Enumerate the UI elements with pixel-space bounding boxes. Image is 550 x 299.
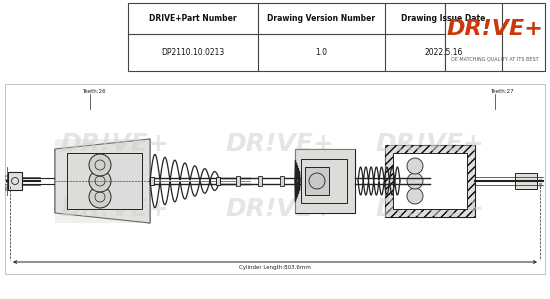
Bar <box>216 177 220 185</box>
Bar <box>258 176 262 186</box>
Bar <box>8 172 22 190</box>
Bar <box>305 167 329 195</box>
Text: Drawing Issue Date: Drawing Issue Date <box>402 14 486 23</box>
Text: DR!VE+: DR!VE+ <box>60 197 169 221</box>
Text: G1.5: G1.5 <box>540 176 544 186</box>
Bar <box>385 145 475 217</box>
Circle shape <box>89 186 111 208</box>
Bar <box>385 145 475 217</box>
Bar <box>295 149 355 213</box>
Circle shape <box>407 188 423 204</box>
Bar <box>5 84 545 274</box>
Text: Teeth:26: Teeth:26 <box>82 89 106 94</box>
Bar <box>280 176 284 186</box>
Bar <box>445 3 545 71</box>
Bar <box>67 153 142 209</box>
Text: 1.0: 1.0 <box>316 48 327 57</box>
Bar <box>128 3 545 71</box>
Text: DR!VE+: DR!VE+ <box>376 132 485 156</box>
Circle shape <box>89 170 111 192</box>
Circle shape <box>309 173 325 189</box>
Text: DR!VE+: DR!VE+ <box>60 132 169 156</box>
Text: OE MATCHING QUALITY AT ITS BEST: OE MATCHING QUALITY AT ITS BEST <box>451 56 539 61</box>
Text: DRIVE+Part Number: DRIVE+Part Number <box>149 14 237 23</box>
Bar <box>150 177 154 185</box>
Polygon shape <box>55 139 150 223</box>
Text: 2022.5.16: 2022.5.16 <box>424 48 463 57</box>
Bar <box>55 139 150 223</box>
Text: DR!VE+: DR!VE+ <box>447 19 543 39</box>
Text: Drawing Version Number: Drawing Version Number <box>267 14 376 23</box>
Circle shape <box>407 158 423 174</box>
Circle shape <box>89 154 111 176</box>
Text: Teeth:27: Teeth:27 <box>490 89 514 94</box>
Text: DR!VE+: DR!VE+ <box>376 197 485 221</box>
Bar <box>128 3 445 71</box>
Bar <box>515 173 537 189</box>
Text: DP2110.10.0213: DP2110.10.0213 <box>161 48 224 57</box>
Bar <box>301 159 347 203</box>
Text: Cylinder Length:803.6mm: Cylinder Length:803.6mm <box>239 265 311 270</box>
Circle shape <box>407 173 423 189</box>
Text: DR!VE+: DR!VE+ <box>226 197 334 221</box>
Bar <box>393 153 467 209</box>
Text: M24x1.5: M24x1.5 <box>6 172 10 190</box>
Bar <box>295 149 355 213</box>
Text: DR!VE+: DR!VE+ <box>226 132 334 156</box>
Bar <box>236 176 240 186</box>
